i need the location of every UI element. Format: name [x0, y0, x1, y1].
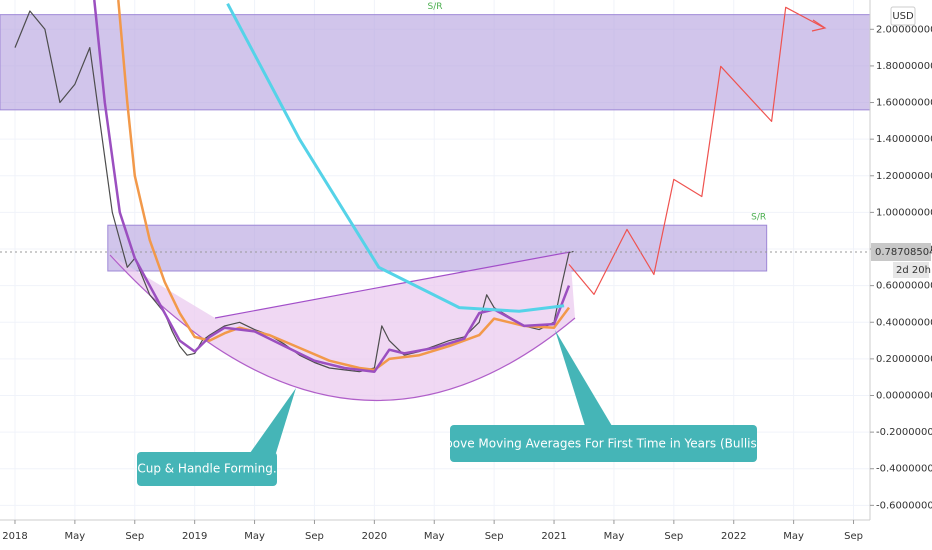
sr-label: S/R — [428, 2, 443, 12]
y-tick-label: 0.40000000 — [876, 317, 932, 328]
callout-box — [137, 452, 277, 486]
x-tick-label: Sep — [485, 531, 504, 542]
annotation: Above Moving Averages For First Time in … — [437, 437, 769, 451]
x-axis-panel — [0, 520, 932, 550]
callout-ma: Above Moving Averages For First Time in … — [437, 330, 769, 462]
countdown: 2d 20h — [896, 265, 931, 276]
x-tick-label: May — [604, 531, 625, 542]
y-tick-label: 1.60000000 — [876, 98, 932, 109]
x-tick-label: Sep — [844, 531, 863, 542]
projection-arrowhead — [811, 19, 827, 32]
y-tick-label: -0.40000000 — [876, 464, 932, 475]
price-label: 0.78708504 — [875, 247, 932, 258]
sr-zone — [0, 14, 871, 111]
countdown-box — [893, 262, 929, 278]
x-tick-label: 2020 — [362, 531, 387, 542]
callout-cup: Cup & Handle Forming. — [137, 388, 296, 486]
y-tick-label: -0.60000000 — [876, 500, 932, 511]
x-tick-label: 2018 — [2, 531, 27, 542]
cup-curve — [109, 254, 576, 402]
cup-area — [110, 252, 575, 401]
x-tick-label: Sep — [305, 531, 324, 542]
price-label-box — [871, 243, 931, 261]
series-line — [117, 0, 571, 372]
x-tick-label: May — [244, 531, 265, 542]
callout-pointer — [250, 388, 296, 453]
handle-trendline — [214, 251, 571, 319]
x-tick-label: 2022 — [721, 531, 746, 542]
currency: USD — [892, 11, 914, 22]
callout-pointer — [555, 330, 612, 426]
sr-zone — [107, 224, 768, 272]
y-tick-label: 0.20000000 — [876, 354, 932, 365]
y-tick-label: -0.20000000 — [876, 427, 932, 438]
y-tick-label: 1.00000000 — [876, 207, 932, 218]
y-tick-label: 0.60000000 — [876, 281, 932, 292]
callout-box — [450, 425, 757, 462]
y-tick-label: 1.80000000 — [876, 61, 932, 72]
x-tick-label: 2019 — [182, 531, 207, 542]
y-tick-label: 0.00000000 — [876, 390, 932, 401]
x-tick-label: May — [65, 531, 86, 542]
series-line — [568, 6, 824, 295]
series-line — [93, 0, 571, 373]
x-tick-label: Sep — [664, 531, 683, 542]
sr-label: S/R — [751, 213, 766, 223]
y-tick-label: 2.00000000 — [876, 24, 932, 35]
x-tick-label: May — [424, 531, 445, 542]
currency-box[interactable] — [890, 6, 916, 26]
y-tick-label: 1.40000000 — [876, 134, 932, 145]
annotation: Cup & Handle Forming. — [137, 462, 276, 476]
y-tick-label: 1.20000000 — [876, 171, 932, 182]
x-tick-label: May — [783, 531, 804, 542]
series-line — [226, 2, 565, 313]
x-tick-label: 2021 — [541, 531, 566, 542]
x-tick-label: Sep — [125, 531, 144, 542]
